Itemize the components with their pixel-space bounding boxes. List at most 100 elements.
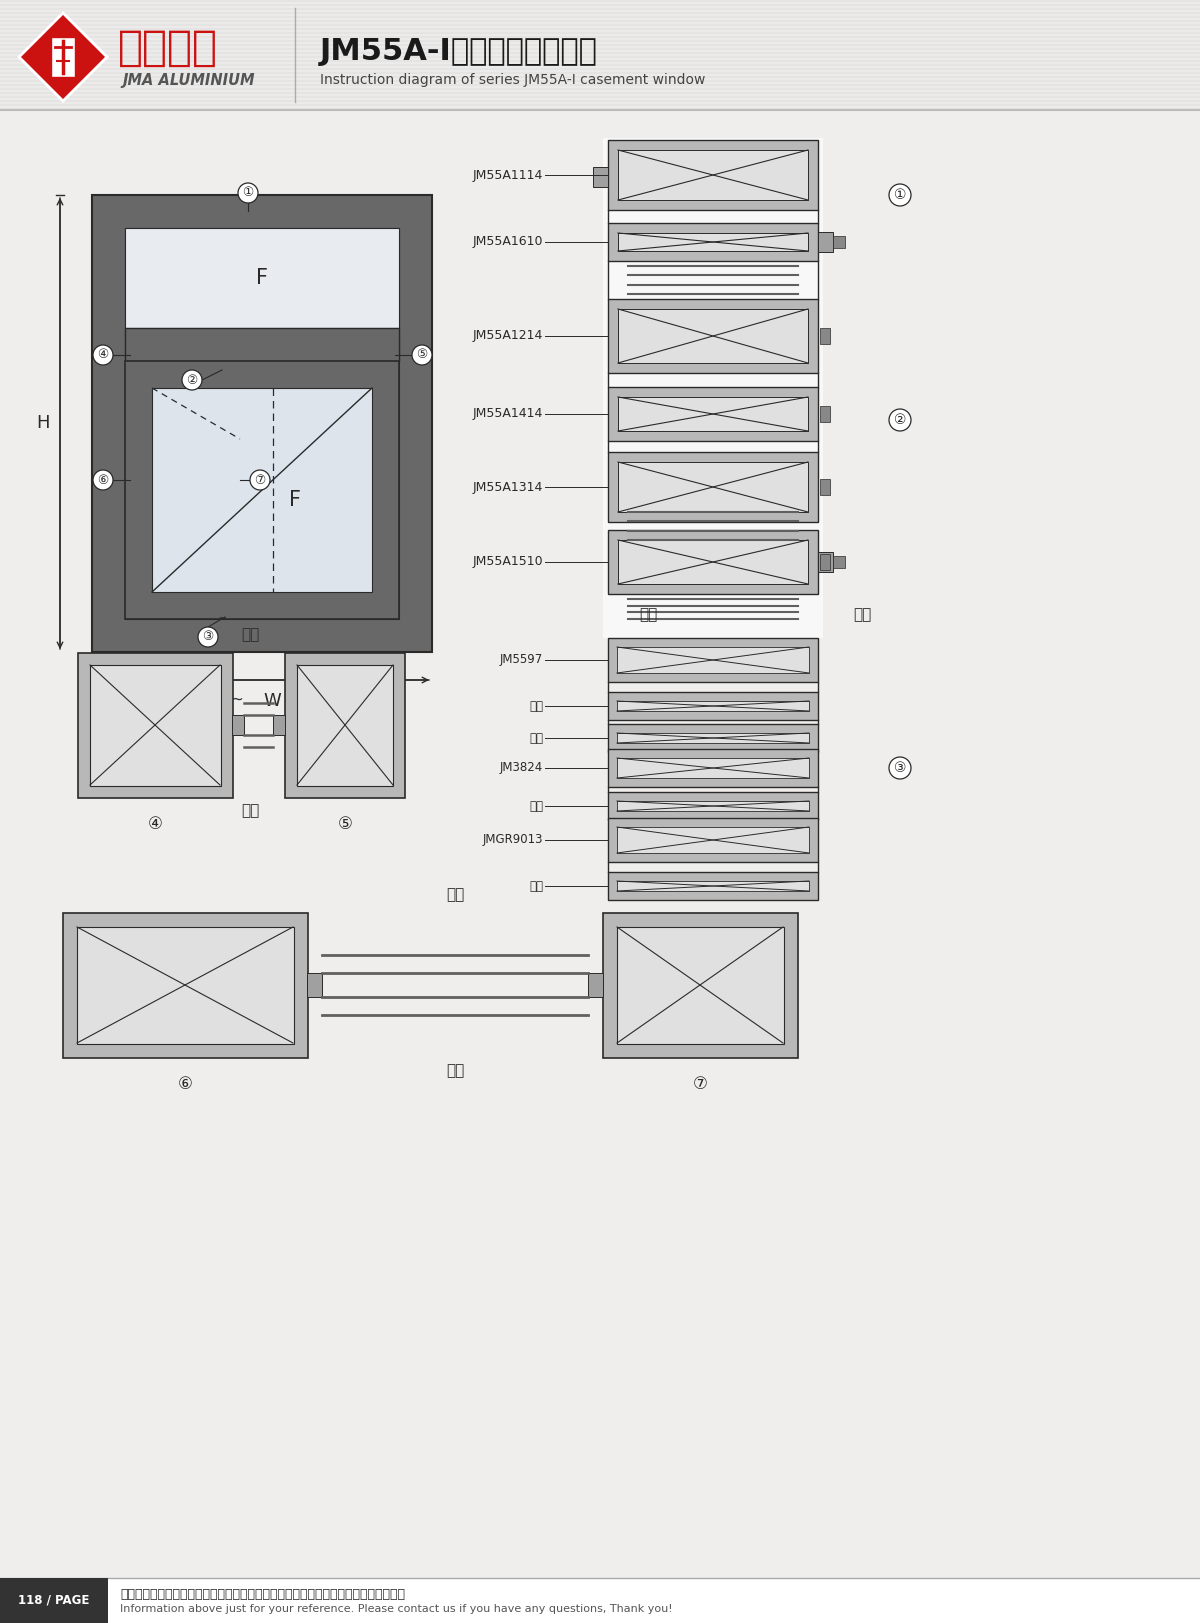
Text: ⑥: ⑥ — [178, 1074, 192, 1092]
Bar — [617, 927, 784, 1044]
Bar — [0, 70, 1200, 71]
Bar — [617, 802, 809, 812]
Text: ⑦: ⑦ — [692, 1074, 708, 1092]
Text: ⑦: ⑦ — [254, 474, 265, 487]
Bar — [0, 1578, 1200, 1623]
Text: 角码: 角码 — [529, 700, 542, 712]
Bar — [0, 84, 1200, 86]
Bar — [0, 10, 1200, 11]
Circle shape — [198, 626, 218, 648]
Bar — [0, 102, 1200, 104]
Text: 角码: 角码 — [529, 800, 542, 813]
Bar — [125, 227, 398, 328]
Bar — [0, 42, 1200, 44]
Text: H: H — [36, 414, 50, 432]
Bar — [0, 89, 1200, 93]
Circle shape — [889, 756, 911, 779]
Bar — [0, 60, 1200, 62]
Bar — [608, 299, 818, 373]
Bar — [0, 93, 1200, 94]
Text: ①: ① — [242, 187, 253, 200]
Bar — [125, 227, 398, 618]
Text: JM55A-I系列平开窗结构图: JM55A-I系列平开窗结构图 — [320, 37, 598, 67]
Bar — [820, 328, 830, 344]
Text: JM55A1610: JM55A1610 — [473, 235, 542, 248]
Bar — [608, 222, 818, 261]
Bar — [50, 37, 74, 76]
Text: 室外: 室外 — [853, 607, 871, 623]
Bar — [90, 665, 221, 786]
Bar — [820, 479, 830, 495]
Text: ②: ② — [186, 373, 198, 386]
Bar — [152, 388, 372, 592]
Text: 118 / PAGE: 118 / PAGE — [18, 1594, 90, 1607]
Bar — [820, 553, 830, 570]
Bar — [0, 96, 1200, 97]
Text: F: F — [256, 268, 268, 287]
Text: 窗撑: 窗撑 — [529, 732, 542, 745]
Bar — [0, 26, 1200, 28]
Bar — [0, 18, 1200, 19]
Circle shape — [94, 346, 113, 365]
Bar — [617, 701, 809, 711]
Bar — [604, 138, 823, 638]
Bar — [0, 62, 1200, 63]
Bar — [0, 15, 1200, 16]
Bar — [0, 2, 1200, 3]
Bar — [78, 652, 233, 799]
Text: ①: ① — [894, 188, 906, 201]
Bar — [618, 234, 808, 252]
Bar — [0, 78, 1200, 80]
Bar — [0, 34, 1200, 36]
Bar — [818, 552, 833, 571]
Bar — [0, 11, 1200, 15]
Bar — [0, 68, 1200, 70]
Bar — [0, 29, 1200, 32]
Text: 室内: 室内 — [638, 607, 658, 623]
Bar — [274, 716, 286, 735]
Bar — [0, 41, 1200, 42]
Text: 角码: 角码 — [529, 880, 542, 893]
Text: ⑥: ⑥ — [97, 474, 109, 487]
Bar — [588, 974, 604, 997]
Bar — [833, 557, 845, 568]
Bar — [125, 360, 398, 618]
Bar — [0, 97, 1200, 101]
Bar — [604, 914, 798, 1058]
Text: ~: ~ — [218, 613, 227, 623]
Bar — [0, 8, 1200, 10]
Bar — [0, 28, 1200, 29]
Bar — [0, 50, 1200, 52]
Text: Information above just for your reference. Please contact us if you have any que: Information above just for your referenc… — [120, 1604, 673, 1613]
Text: JM55A1314: JM55A1314 — [473, 480, 542, 493]
Bar — [608, 140, 818, 209]
Text: 室内: 室内 — [241, 628, 259, 643]
Bar — [608, 792, 818, 820]
Circle shape — [889, 409, 911, 432]
Bar — [0, 76, 1200, 78]
Bar — [0, 94, 1200, 96]
Text: JM55A1214: JM55A1214 — [473, 329, 542, 342]
Bar — [0, 49, 1200, 50]
Text: ④: ④ — [97, 349, 109, 362]
Text: ②: ② — [894, 412, 906, 427]
Bar — [608, 531, 818, 594]
Text: ⑤: ⑤ — [416, 349, 427, 362]
Bar — [0, 0, 1200, 2]
Bar — [298, 665, 394, 786]
Bar — [608, 451, 818, 523]
Bar — [0, 101, 1200, 102]
Text: F: F — [289, 490, 301, 510]
Bar — [0, 19, 1200, 23]
Polygon shape — [19, 13, 107, 101]
Bar — [0, 57, 1200, 58]
Bar — [617, 881, 809, 891]
Bar — [0, 83, 1200, 84]
Bar — [818, 232, 833, 252]
Bar — [286, 652, 406, 799]
Text: 图中所示型材截面、装配、编号、尺寸及重量仅供参考。如有疑问，请向本公司和询。: 图中所示型材截面、装配、编号、尺寸及重量仅供参考。如有疑问，请向本公司和询。 — [120, 1587, 406, 1600]
Bar — [0, 37, 1200, 41]
Bar — [0, 54, 1200, 57]
Bar — [0, 109, 1200, 110]
Bar — [0, 24, 1200, 26]
